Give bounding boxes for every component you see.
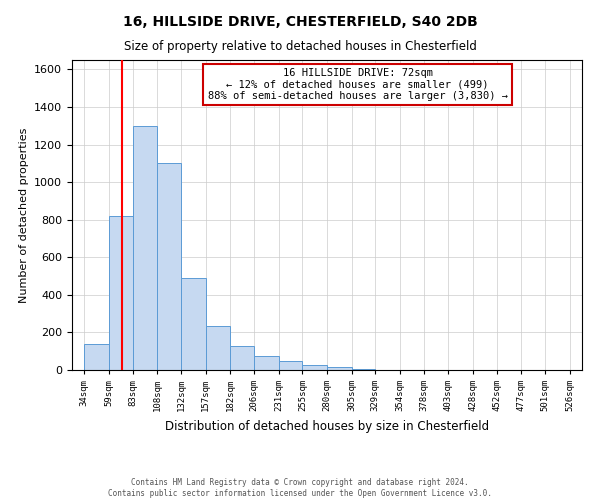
Bar [133, 126, 157, 370]
Text: 16 HILLSIDE DRIVE: 72sqm
← 12% of detached houses are smaller (499)
88% of semi-: 16 HILLSIDE DRIVE: 72sqm ← 12% of detach… [208, 68, 508, 101]
Bar [254, 356, 278, 370]
Bar [352, 369, 376, 370]
X-axis label: Distribution of detached houses by size in Chesterfield: Distribution of detached houses by size … [165, 420, 489, 432]
Bar [230, 346, 254, 370]
Bar [206, 326, 230, 370]
Bar [278, 360, 302, 370]
Bar [302, 366, 327, 370]
Text: Contains HM Land Registry data © Crown copyright and database right 2024.
Contai: Contains HM Land Registry data © Crown c… [108, 478, 492, 498]
Bar [157, 164, 181, 370]
Bar [327, 367, 352, 370]
Bar [181, 278, 206, 370]
Bar [85, 344, 109, 370]
Text: 16, HILLSIDE DRIVE, CHESTERFIELD, S40 2DB: 16, HILLSIDE DRIVE, CHESTERFIELD, S40 2D… [122, 15, 478, 29]
Text: Size of property relative to detached houses in Chesterfield: Size of property relative to detached ho… [124, 40, 476, 53]
Y-axis label: Number of detached properties: Number of detached properties [19, 128, 29, 302]
Bar [109, 216, 133, 370]
